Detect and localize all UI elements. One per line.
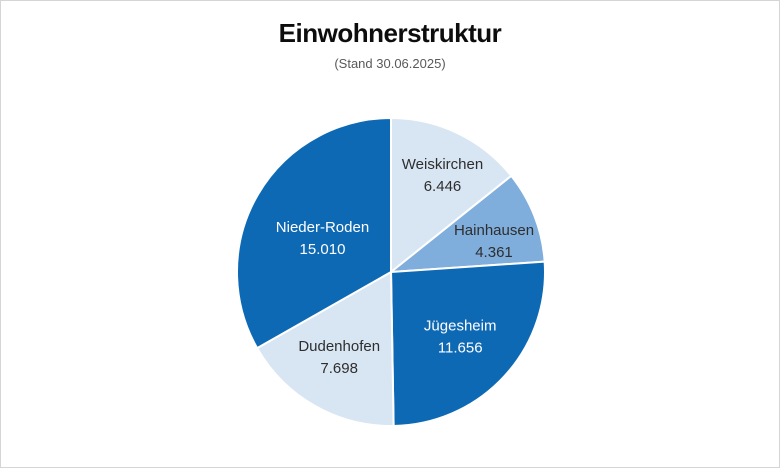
slice-name-text: Hainhausen: [454, 222, 534, 239]
slice-name-text: Weiskirchen: [402, 156, 483, 173]
slice-value-text: 6.446: [424, 178, 462, 195]
pie-slice-dudenhofen: [256, 271, 395, 427]
pie-slice-label-weiskirchen: Weiskirchen 6.446: [402, 156, 483, 195]
slice-name-text: Jügesheim: [424, 318, 497, 335]
slice-name-text: Dudenhofen: [298, 338, 380, 355]
pie-slice-label-hainhausen: Hainhausen 4.361: [454, 222, 534, 261]
pie-slice-weiskirchen: [390, 117, 513, 273]
slice-value-text: 4.361: [475, 244, 513, 261]
pie-slice-nieder-roden: [235, 117, 392, 350]
slice-value-text: 7.698: [320, 360, 358, 377]
chart-subtitle: (Stand 30.06.2025): [334, 56, 446, 71]
pie-slice-label-dudenhofen: Dudenhofen 7.698: [298, 338, 380, 377]
pie-slice-label-jugesheim: Jügesheim 11.656: [424, 318, 497, 357]
slice-value-text: 15.010: [300, 241, 346, 258]
slice-name-text: Nieder-Roden: [276, 219, 369, 236]
chart-title: Einwohnerstruktur: [278, 18, 502, 48]
slice-value-text: 11.656: [438, 340, 483, 357]
pie-slice-hainhausen: [390, 174, 546, 273]
pie-slice-label-nieder-roden: Nieder-Roden 15.010: [276, 219, 369, 258]
pie-slice-jugesheim: [390, 260, 547, 427]
